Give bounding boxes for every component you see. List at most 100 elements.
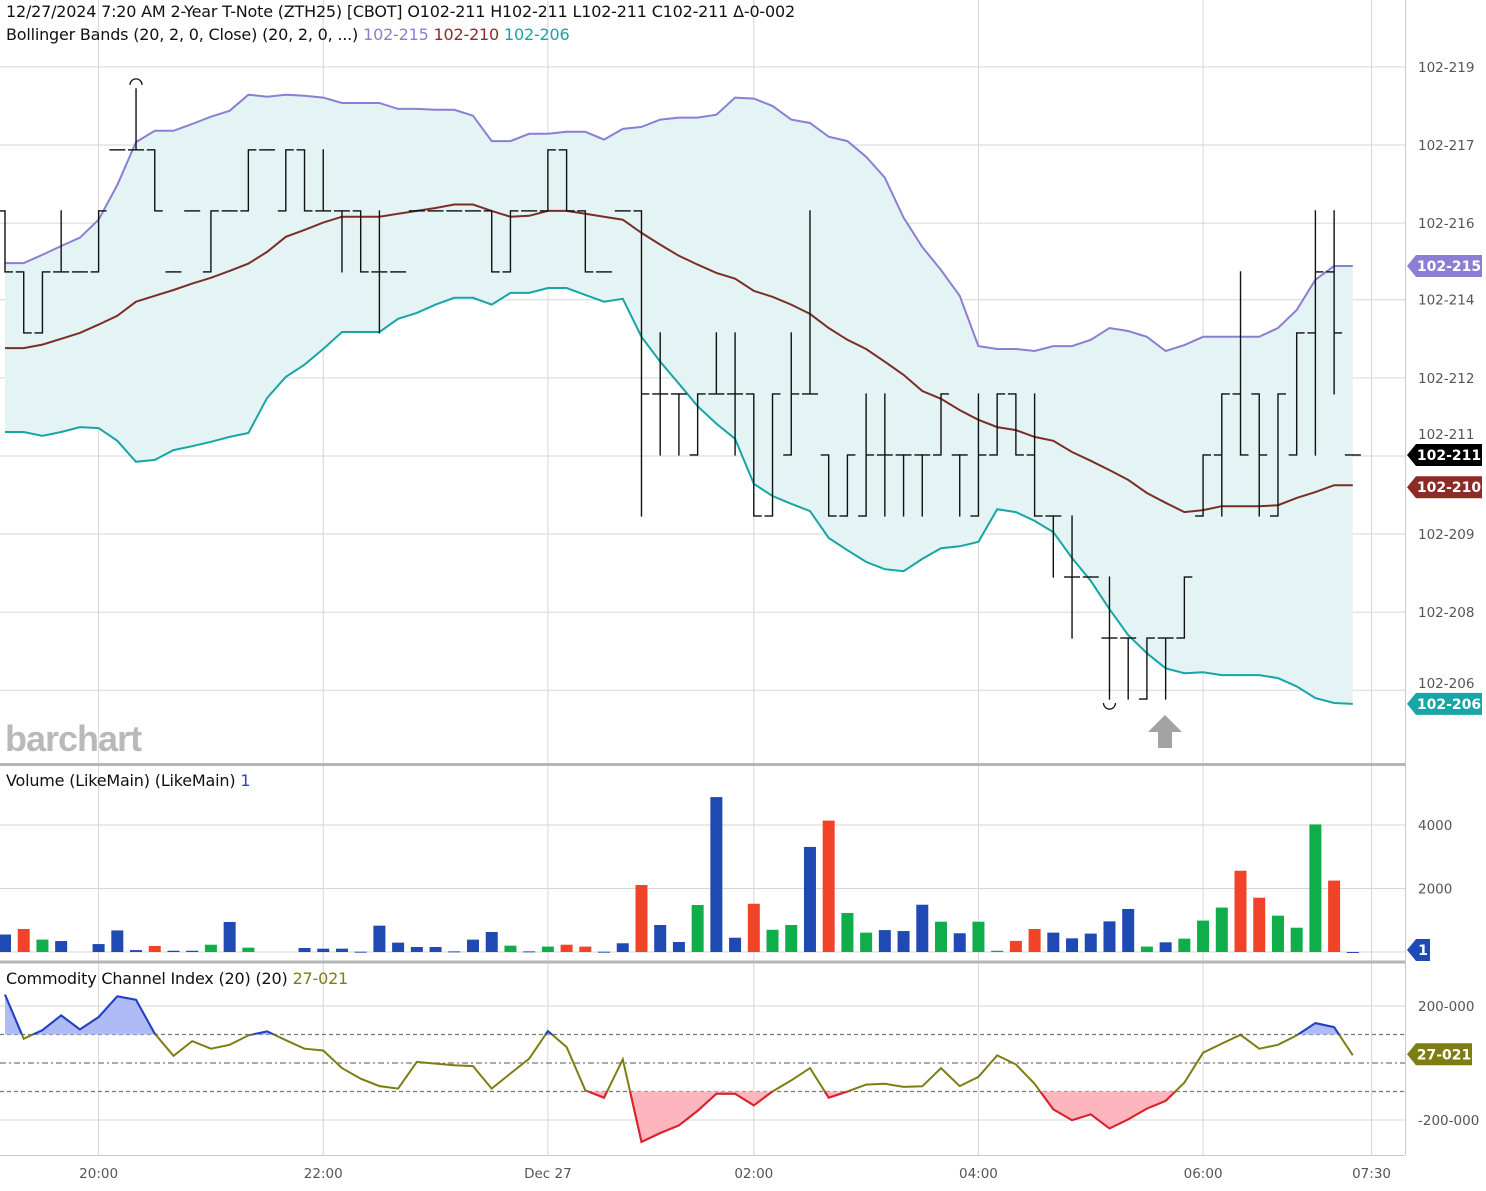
- ohlc-bar: [0, 210, 13, 273]
- volume-bar: [953, 933, 966, 952]
- bollinger-middle-value: 102-210: [433, 25, 500, 44]
- axis-value-flags: 102-215 102-211 102-210 102-206 1 27-021: [1407, 255, 1482, 1066]
- ohlc-bar: [408, 210, 425, 212]
- cci-tick-label: -200-000: [1418, 1113, 1479, 1129]
- volume-params: (LikeMain): [154, 771, 236, 790]
- upper-band-flag-text: 102-215: [1417, 259, 1481, 275]
- cci-panel[interactable]: [0, 994, 1405, 1144]
- ohlc-bar: [876, 393, 893, 517]
- volume-bar: [1140, 946, 1153, 952]
- volume-panel[interactable]: [0, 797, 1359, 953]
- volume-bar: [148, 945, 161, 952]
- legend-open: O102-211: [407, 2, 486, 21]
- ohlc-bar: [352, 210, 369, 273]
- volume-bar: [298, 948, 311, 952]
- volume-bar: [354, 951, 367, 953]
- cci-flag-shape: [1407, 1043, 1472, 1066]
- volume-bar: [485, 932, 498, 952]
- ohlc-bar: [1082, 576, 1099, 578]
- low-marker-icon: [1102, 702, 1117, 710]
- volume-bar: [1084, 933, 1097, 952]
- volume-bar: [55, 941, 68, 952]
- volume-bar: [841, 912, 854, 952]
- volume-bar: [1009, 940, 1022, 952]
- ohlc-bar: [839, 454, 856, 517]
- volume-bar: [991, 950, 1004, 952]
- middle-band-flag-shape: [1407, 476, 1482, 499]
- volume-bar: [1253, 897, 1266, 952]
- ohlc-bar: [970, 393, 987, 517]
- ohlc-bar: [446, 210, 463, 212]
- volume-bar: [1047, 932, 1060, 952]
- ohlc-bar: [633, 210, 650, 517]
- ohlc-bar: [1326, 210, 1343, 395]
- bollinger-middle-line: [5, 203, 1353, 514]
- volume-bar: [167, 950, 180, 952]
- price-tick-label: 102-206: [1418, 676, 1474, 692]
- ohlc-bar: [1138, 637, 1155, 700]
- ohlc-bar: [652, 332, 669, 456]
- ohlc-bar: [53, 210, 70, 273]
- bollinger-label: Bollinger Bands (20, 2, 0, Close): [6, 25, 258, 44]
- main-legend: 12/27/2024 7:20 AM 2-Year T-Note (ZTH25) …: [6, 2, 800, 21]
- volume-bar: [710, 797, 723, 952]
- price-tick-label: 102-208: [1418, 605, 1474, 621]
- volume-bar: [935, 921, 947, 952]
- ohlc-bar: [727, 332, 744, 456]
- volume-bar: [317, 948, 330, 952]
- volume-bar: [616, 943, 629, 952]
- volume-legend[interactable]: Volume (LikeMain) (LikeMain) 1: [6, 771, 255, 790]
- cci-value: 27-021: [292, 969, 349, 988]
- cci-legend[interactable]: Commodity Channel Index (20) (20) 27-021: [6, 969, 353, 988]
- ohlc-bar: [989, 393, 1006, 456]
- volume-bar: [541, 946, 554, 952]
- barchart-watermark: barchart: [5, 718, 142, 759]
- volume-bar: [1178, 938, 1191, 952]
- ohlc-bar: [783, 332, 800, 456]
- price-panel[interactable]: [0, 78, 1361, 710]
- ohlc-bar: [277, 149, 294, 212]
- legend-instrument: 2-Year T-Note (ZTH25) [CBOT]: [170, 2, 403, 21]
- upper-band-flag-shape: [1407, 255, 1482, 278]
- ohlc-bar: [801, 210, 818, 395]
- legend-close: C102-211: [651, 2, 729, 21]
- volume-bar: [785, 925, 798, 952]
- bollinger-upper-value: 102-215: [363, 25, 429, 44]
- ohlc-bar: [1176, 576, 1193, 639]
- volume-bar: [504, 945, 517, 952]
- volume-bar: [654, 925, 667, 952]
- volume-bar: [598, 951, 611, 953]
- ohlc-bar: [858, 393, 875, 517]
- volume-bar: [1197, 920, 1210, 952]
- ohlc-bar: [184, 210, 201, 212]
- x-tick-label: 02:00: [734, 1166, 773, 1182]
- volume-bar: [766, 929, 779, 952]
- ohlc-bar: [708, 332, 725, 395]
- volume-tick-label: 4000: [1418, 818, 1452, 834]
- ohlc-bar: [1232, 271, 1249, 456]
- cci-overbought-fill: [5, 994, 1353, 1035]
- volume-bar: [335, 948, 348, 952]
- cci-line-oversold: [585, 1091, 1177, 1144]
- ohlc-bar: [1157, 637, 1174, 700]
- x-tick-label: 20:00: [79, 1166, 118, 1182]
- volume-flag: 1: [1407, 938, 1430, 961]
- ohlc-bar: [1251, 393, 1268, 517]
- price-tick-label: 102-211: [1418, 427, 1474, 443]
- lower-band-flag-shape: [1407, 692, 1482, 715]
- ohlc-bar: [820, 454, 837, 517]
- ohlc-bar: [1195, 454, 1212, 517]
- middle-band-flag: 102-210: [1407, 476, 1482, 499]
- lower-band-flag-text: 102-206: [1417, 697, 1481, 713]
- ohlc-bar: [614, 210, 631, 212]
- ohlc-bar: [1045, 515, 1062, 578]
- cci-flag-text: 27-021: [1417, 1047, 1472, 1063]
- volume-bar: [0, 934, 11, 952]
- bollinger-legend[interactable]: Bollinger Bands (20, 2, 0, Close) (20, 2,…: [6, 25, 574, 44]
- volume-bar: [373, 925, 386, 952]
- volume-bar: [878, 930, 891, 952]
- volume-bar: [1103, 921, 1116, 952]
- volume-bar: [36, 939, 49, 952]
- volume-bar: [729, 937, 742, 952]
